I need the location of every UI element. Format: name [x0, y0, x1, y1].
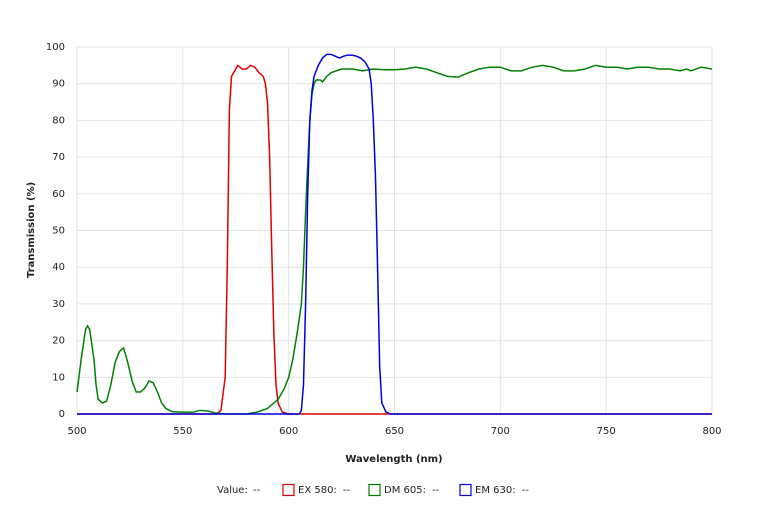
y-tick-label: 70 — [52, 152, 65, 163]
y-tick-label: 50 — [52, 226, 65, 237]
legend-swatch — [368, 483, 381, 497]
y-tick-label: 0 — [59, 409, 65, 420]
x-tick-label: 650 — [385, 426, 404, 437]
legend-swatch — [282, 483, 295, 497]
legend-label: DM 605: — [384, 485, 426, 496]
y-tick-label: 100 — [46, 42, 65, 53]
x-tick-label: 750 — [597, 426, 616, 437]
x-tick-label: 500 — [67, 426, 86, 437]
y-tick-label: 20 — [52, 336, 65, 347]
x-axis-title: Wavelength (nm) — [345, 454, 442, 465]
legend-label: EM 630: — [475, 485, 516, 496]
y-tick-label: 80 — [52, 115, 65, 126]
y-tick-label: 10 — [52, 372, 65, 383]
legend-readout: -- — [343, 485, 351, 496]
x-tick-label: 800 — [702, 426, 721, 437]
x-tick-label: 600 — [279, 426, 298, 437]
legend-label: EX 580: — [298, 485, 337, 496]
series-line — [77, 64, 712, 415]
y-axis-title: Transmission (%) — [26, 182, 37, 278]
y-tick-label: 40 — [52, 262, 65, 273]
readout-label: Value: — [217, 485, 248, 496]
y-tick-label: 30 — [52, 299, 65, 310]
y-tick-label: 60 — [52, 189, 65, 200]
y-tick-label: 90 — [52, 79, 65, 90]
legend-readout: -- — [432, 485, 440, 496]
legend-readout: -- — [522, 485, 530, 496]
legend-swatch — [459, 483, 472, 497]
series-line — [77, 53, 712, 415]
readout-value: -- — [253, 485, 261, 496]
x-tick-label: 550 — [173, 426, 192, 437]
x-tick-label: 700 — [491, 426, 510, 437]
